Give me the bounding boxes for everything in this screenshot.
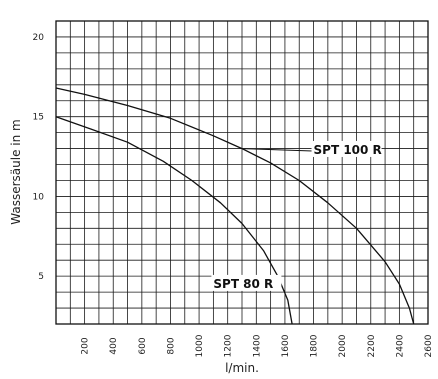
x-tick-label: 2600 [424, 334, 434, 357]
x-tick-label: 1400 [252, 334, 262, 357]
y-tick-label: 20 [33, 33, 45, 43]
y-tick-label: 5 [38, 272, 44, 282]
x-tick-label: 1600 [281, 334, 291, 357]
grid [56, 21, 428, 324]
label-backdrop-spt-80-r [211, 274, 282, 291]
x-tick-label: 2000 [338, 334, 348, 357]
x-tick-label: 200 [81, 337, 91, 354]
y-tick-label: 15 [33, 113, 44, 123]
series-annotations: SPT 100 R SPT 80 R [211, 140, 382, 291]
plot-frame [55, 20, 429, 325]
x-tick-label: 2200 [367, 334, 377, 357]
x-tick-label: 1800 [310, 334, 320, 357]
y-tick-label: 10 [33, 192, 45, 202]
label-backdrop-spt-100-r [311, 140, 382, 157]
series-label-spt-80-r: SPT 80 R [213, 277, 273, 291]
x-tick-label: 600 [138, 337, 148, 354]
x-tick-label: 800 [166, 337, 176, 354]
x-tick-label: 1000 [195, 334, 205, 357]
x-tick-label: 2400 [395, 334, 405, 357]
x-tick-label: 400 [109, 337, 119, 354]
leader-line-spt-100-r [241, 148, 313, 152]
x-axis-title: l/min. [225, 361, 259, 375]
tick-labels: 200 400 600 800 1000 1200 1400 1600 1800 2000 2200… [33, 33, 434, 358]
y-axis-title: Wassersäule in m [9, 119, 23, 224]
x-tick-label: 1200 [224, 334, 234, 357]
series-line-spt-100-r [55, 87, 415, 325]
series-label-spt-100-r: SPT 100 R [314, 143, 382, 157]
